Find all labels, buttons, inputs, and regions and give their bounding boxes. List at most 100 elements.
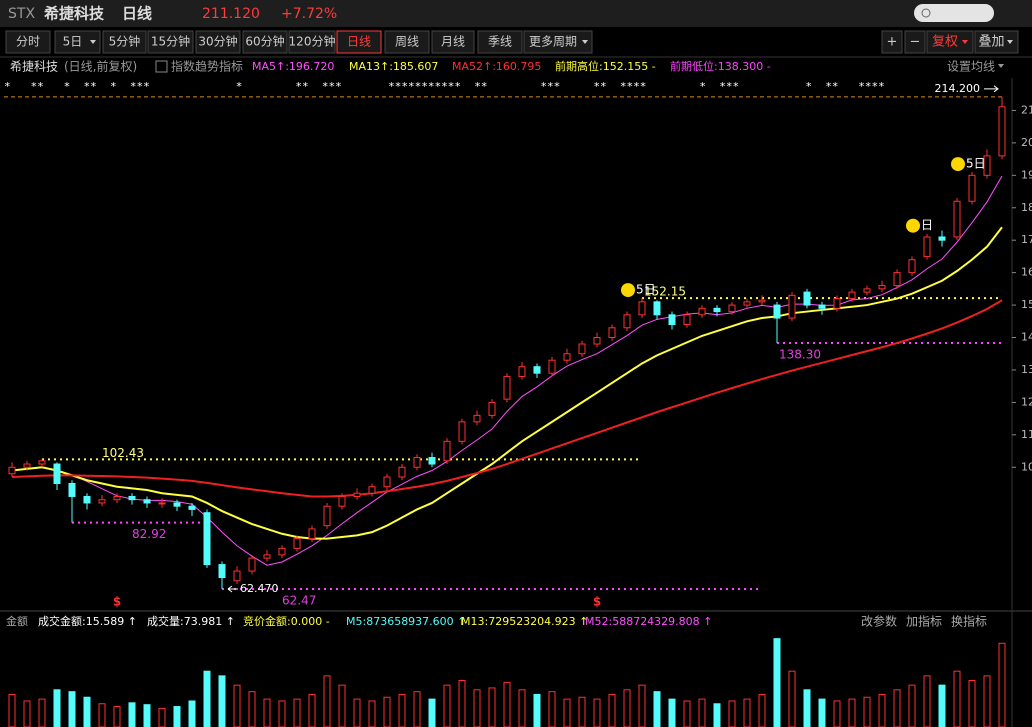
candle-body xyxy=(113,495,121,501)
change: +7.72% xyxy=(281,6,337,22)
volume-bar xyxy=(428,698,436,727)
volume-bar xyxy=(653,691,661,727)
volume-bar xyxy=(338,684,346,727)
y-tick-label: 11 xyxy=(1021,428,1032,441)
period-button[interactable] xyxy=(336,30,382,54)
candle-body xyxy=(53,463,61,484)
search-box[interactable] xyxy=(914,4,994,22)
indicator-value: 前期高位:152.155 - xyxy=(555,59,656,73)
y-tick-label: 18 xyxy=(1021,201,1032,214)
level-label: 62.47 xyxy=(282,594,316,608)
candle-body xyxy=(983,155,991,176)
candle-body xyxy=(803,291,811,306)
period-label: 日线 xyxy=(347,35,371,49)
candle-body xyxy=(293,538,301,549)
level-label: 214.200 xyxy=(935,82,981,95)
dropdown-arrow xyxy=(582,40,588,44)
period-label: 周线 xyxy=(395,35,419,49)
period-button[interactable] xyxy=(147,30,194,54)
volume-bar xyxy=(38,698,46,727)
volume-bar xyxy=(398,693,406,727)
candle-body xyxy=(818,304,826,309)
volume-bar xyxy=(623,689,631,727)
volume-bar xyxy=(83,696,91,727)
period-button[interactable] xyxy=(5,30,51,54)
volume-indicator: M13:729523204.923 ↑ xyxy=(461,615,588,628)
candle-body xyxy=(878,285,886,290)
low-arrow xyxy=(227,585,238,593)
signal: $ xyxy=(113,595,121,609)
volume-bar xyxy=(863,696,871,727)
period-label: 60分钟 xyxy=(245,34,284,49)
tool-button[interactable] xyxy=(926,30,974,54)
volume-bar xyxy=(158,707,166,727)
volume-bar xyxy=(458,680,466,727)
candle-body xyxy=(788,294,796,319)
ma-line xyxy=(11,299,1003,498)
volume-bar xyxy=(233,684,241,727)
candle-body xyxy=(128,495,136,501)
smiley-marker xyxy=(906,218,920,233)
y-tick-label: 21 xyxy=(1021,103,1032,116)
y-tick-label: 10 xyxy=(1021,460,1032,473)
volume-bar xyxy=(923,675,931,727)
signal-stars: * ** * ** * *** * ** *** *********** ** … xyxy=(4,80,885,93)
period-label: 5分钟 xyxy=(109,34,141,49)
volume-bar xyxy=(68,691,76,727)
candle-body xyxy=(263,554,271,559)
candle-body xyxy=(248,557,256,572)
level-label: 102.43 xyxy=(102,446,144,460)
indicator-icon xyxy=(155,60,168,73)
candle-body xyxy=(38,460,46,465)
volume-bar xyxy=(908,684,916,727)
candle-body xyxy=(908,259,916,274)
period-button[interactable] xyxy=(431,30,475,54)
settings[interactable]: 设置均线 xyxy=(947,60,995,74)
candle-body xyxy=(473,414,481,423)
period-label: 分时 xyxy=(16,35,40,49)
candle-body xyxy=(953,200,961,238)
candle-body xyxy=(998,106,1006,157)
indicator-name[interactable]: 指数趋势指标 xyxy=(171,59,243,74)
tool-button[interactable] xyxy=(974,30,1019,54)
volume-indicator: M5:873658937.600 ↑ xyxy=(346,615,466,628)
period-button[interactable] xyxy=(195,30,241,54)
candle-body xyxy=(398,466,406,478)
period-button[interactable] xyxy=(242,30,288,54)
volume-bar xyxy=(698,698,706,727)
ma-line xyxy=(71,175,1003,566)
y-tick-label: 14 xyxy=(1021,331,1032,344)
candle-body xyxy=(218,564,226,579)
panel-button[interactable]: 换指标 xyxy=(951,614,987,629)
candle-body xyxy=(893,272,901,287)
indicator-value: 前期低位:138.300 - xyxy=(670,59,771,73)
panel-button[interactable]: 改参数 xyxy=(861,614,897,629)
volume-bar xyxy=(758,693,766,727)
panel-button[interactable]: 加指标 xyxy=(906,614,942,629)
candle-body xyxy=(68,482,76,497)
volume-bar xyxy=(938,684,946,727)
period-button[interactable] xyxy=(102,30,147,54)
period-button[interactable] xyxy=(523,30,593,54)
indicator-stock: 希捷科技 xyxy=(10,59,58,74)
volume-bar xyxy=(743,698,751,727)
tool-button[interactable] xyxy=(881,30,903,54)
period-button[interactable] xyxy=(288,30,336,54)
candle-body xyxy=(623,314,631,329)
volume-bar xyxy=(683,700,691,727)
candle-body xyxy=(353,492,361,497)
candle-body xyxy=(833,298,841,309)
volume-indicator: 金额 xyxy=(6,614,28,628)
candle-body xyxy=(713,307,721,313)
period-button[interactable] xyxy=(54,30,101,54)
volume-bar xyxy=(713,703,721,727)
tool-button[interactable] xyxy=(904,30,926,54)
period-button[interactable] xyxy=(477,30,523,54)
volume-bar xyxy=(143,704,151,727)
volume-bar xyxy=(788,670,796,727)
low-note: 62.470 xyxy=(240,582,279,595)
period-label: 季线 xyxy=(488,35,512,49)
period-button[interactable] xyxy=(384,30,430,54)
candle-body xyxy=(233,570,241,582)
indicator-value: MA5↑:196.720 xyxy=(252,60,334,73)
